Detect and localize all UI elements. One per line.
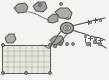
Circle shape xyxy=(49,44,51,46)
Bar xyxy=(84,35,86,37)
Circle shape xyxy=(60,42,62,46)
Bar xyxy=(66,17,68,19)
Circle shape xyxy=(66,42,68,46)
Polygon shape xyxy=(5,34,16,43)
Circle shape xyxy=(93,40,97,44)
Ellipse shape xyxy=(60,22,73,34)
Bar xyxy=(89,21,91,23)
Polygon shape xyxy=(48,14,58,23)
Circle shape xyxy=(49,72,51,74)
Circle shape xyxy=(72,42,74,46)
Circle shape xyxy=(38,4,42,6)
Circle shape xyxy=(25,72,27,74)
Bar xyxy=(99,19,101,21)
Circle shape xyxy=(2,44,4,46)
Ellipse shape xyxy=(66,26,68,30)
Bar xyxy=(2,45,50,73)
Bar xyxy=(94,37,96,39)
Polygon shape xyxy=(50,36,64,45)
Circle shape xyxy=(60,2,62,6)
Polygon shape xyxy=(33,2,47,12)
Polygon shape xyxy=(55,8,72,19)
Circle shape xyxy=(53,44,57,48)
Polygon shape xyxy=(14,3,28,13)
Circle shape xyxy=(98,42,102,46)
Ellipse shape xyxy=(64,25,71,31)
Circle shape xyxy=(86,42,90,46)
Circle shape xyxy=(2,72,4,74)
